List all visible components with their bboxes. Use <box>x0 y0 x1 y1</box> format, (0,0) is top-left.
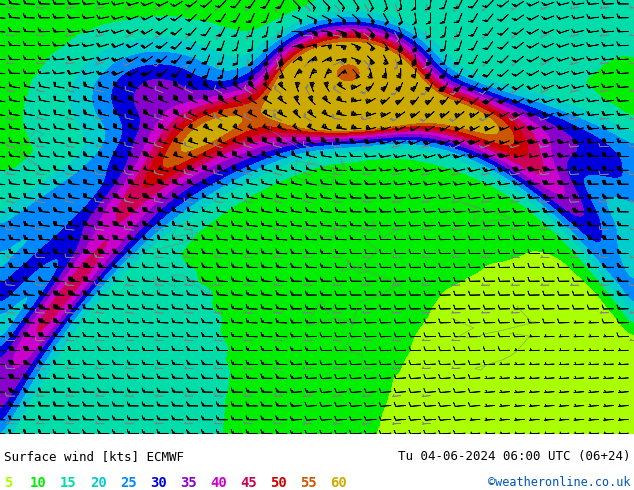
Text: 55: 55 <box>300 476 317 490</box>
Text: ©weatheronline.co.uk: ©weatheronline.co.uk <box>488 476 630 489</box>
Text: 20: 20 <box>90 476 107 490</box>
Text: 50: 50 <box>270 476 287 490</box>
Text: 40: 40 <box>210 476 227 490</box>
Text: 25: 25 <box>120 476 137 490</box>
Text: Tu 04-06-2024 06:00 UTC (06+24): Tu 04-06-2024 06:00 UTC (06+24) <box>398 450 630 463</box>
Text: 10: 10 <box>30 476 47 490</box>
Text: 45: 45 <box>240 476 257 490</box>
Text: 30: 30 <box>150 476 167 490</box>
Text: 5: 5 <box>4 476 13 490</box>
Text: 60: 60 <box>330 476 347 490</box>
Text: 35: 35 <box>180 476 197 490</box>
Text: 15: 15 <box>60 476 77 490</box>
Text: Surface wind [kts] ECMWF: Surface wind [kts] ECMWF <box>4 450 184 463</box>
